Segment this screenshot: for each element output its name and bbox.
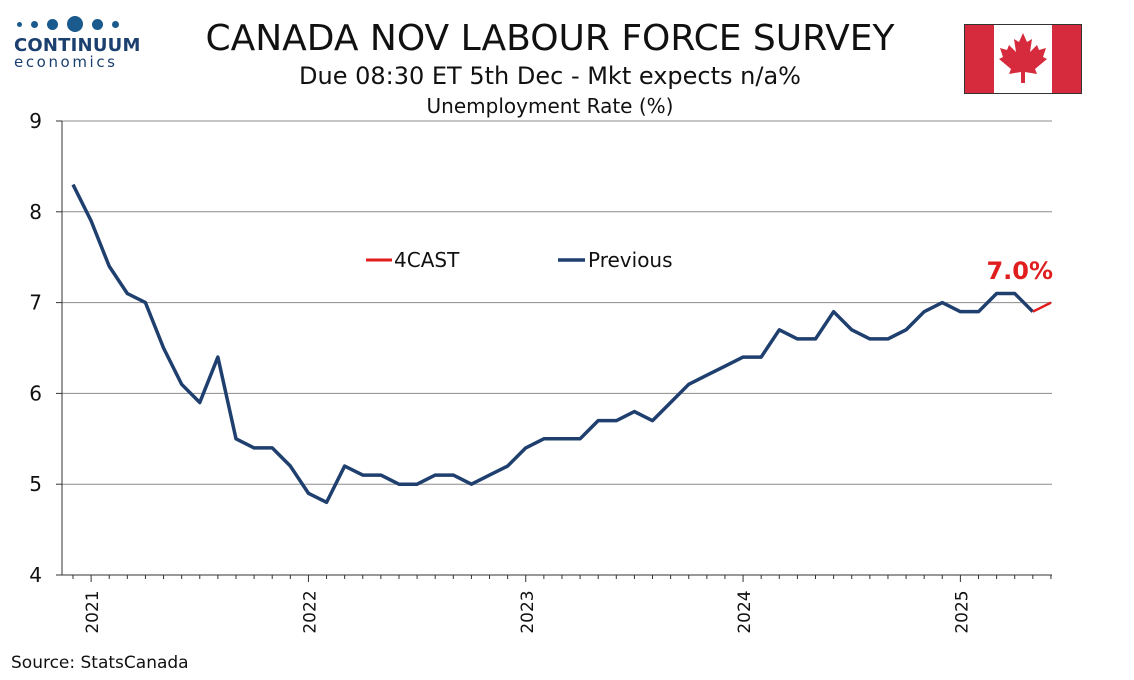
x-tick-label: 2023 — [518, 590, 538, 633]
y-tick-label: 8 — [29, 200, 42, 224]
continuum-logo: CONTINUUM economics — [14, 14, 141, 71]
legend-previous-label: Previous — [588, 248, 673, 272]
chart-title: Unemployment Rate (%) — [426, 94, 674, 118]
logo-name: CONTINUUM — [14, 35, 141, 56]
forecast-annotation: 7.0% — [986, 257, 1053, 285]
y-tick-label: 6 — [29, 381, 42, 405]
y-tick-label: 7 — [29, 291, 42, 315]
x-tick-label: 2021 — [83, 590, 103, 633]
legend-4cast-label: 4CAST — [394, 248, 460, 272]
previous-series-line — [71, 183, 1035, 505]
logo-dots — [14, 14, 132, 34]
canada-flag — [964, 24, 1082, 94]
x-tick-label: 2024 — [735, 590, 755, 633]
y-tick-label: 4 — [29, 563, 42, 587]
y-tick-label: 5 — [29, 472, 42, 496]
maple-leaf-icon — [965, 25, 1081, 93]
page-subtitle: Due 08:30 ET 5th Dec - Mkt expects n/a% — [299, 62, 801, 90]
forecast-series-line — [1032, 301, 1052, 313]
source-note: Source: StatsCanada — [11, 653, 189, 673]
page-title: CANADA NOV LABOUR FORCE SURVEY — [205, 18, 895, 59]
x-tick-label: 2022 — [300, 590, 320, 633]
y-tick-label: 9 — [29, 109, 42, 133]
x-tick-label: 2025 — [952, 590, 972, 633]
logo-subtitle: economics — [14, 53, 118, 71]
